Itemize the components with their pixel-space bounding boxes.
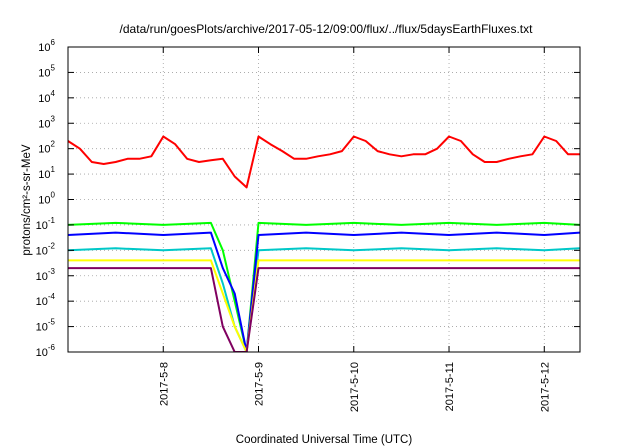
series-line-4: [68, 259, 580, 352]
x-tick-label: 2017-5-10: [349, 362, 361, 412]
x-axis-label: Coordinated Universal Time (UTC): [236, 434, 413, 446]
series-line-1: [68, 221, 580, 352]
x-tick-label: 2017-5-12: [539, 362, 551, 412]
x-axis-ticks: 2017-5-8 2017-5-9 2017-5-10 2017-5-11 2017-5…: [158, 47, 551, 412]
y-tick-label: 10-2: [36, 241, 56, 257]
y-tick-label: 10-3: [36, 267, 56, 283]
y-tick-label: 106: [38, 38, 55, 54]
series-line-0: [68, 135, 580, 189]
x-tick-label: 2017-5-9: [254, 362, 266, 406]
series-line-2: [68, 247, 580, 352]
y-tick-label: 10-4: [36, 292, 56, 308]
y-tick-label: 102: [38, 140, 55, 156]
series-line-5: [68, 267, 580, 352]
y-tick-label: 105: [38, 63, 55, 79]
series-line-3: [68, 231, 580, 352]
y-axis-ticks: 10-6 10-5 10-4 10-3 10-2 10-1 100 101 102 103 104 1…: [36, 38, 580, 359]
grid-lines: [68, 47, 580, 352]
y-tick-label: 104: [38, 89, 55, 105]
y-tick-label: 10-1: [36, 216, 56, 232]
x-tick-label: 2017-5-11: [444, 362, 456, 411]
y-tick-label: 10-5: [36, 318, 56, 334]
chart-title: /data/run/goesPlots/archive/2017-05-12/0…: [120, 22, 534, 36]
y-tick-label: 10-6: [36, 343, 56, 359]
y-tick-label: 100: [38, 191, 55, 207]
y-tick-label: 101: [38, 165, 55, 181]
y-tick-label: 103: [38, 114, 55, 130]
x-tick-label: 2017-5-8: [158, 362, 170, 406]
y-axis-label: protons/cm²-s-sr-MeV: [21, 144, 33, 256]
plot-series: [68, 135, 580, 352]
